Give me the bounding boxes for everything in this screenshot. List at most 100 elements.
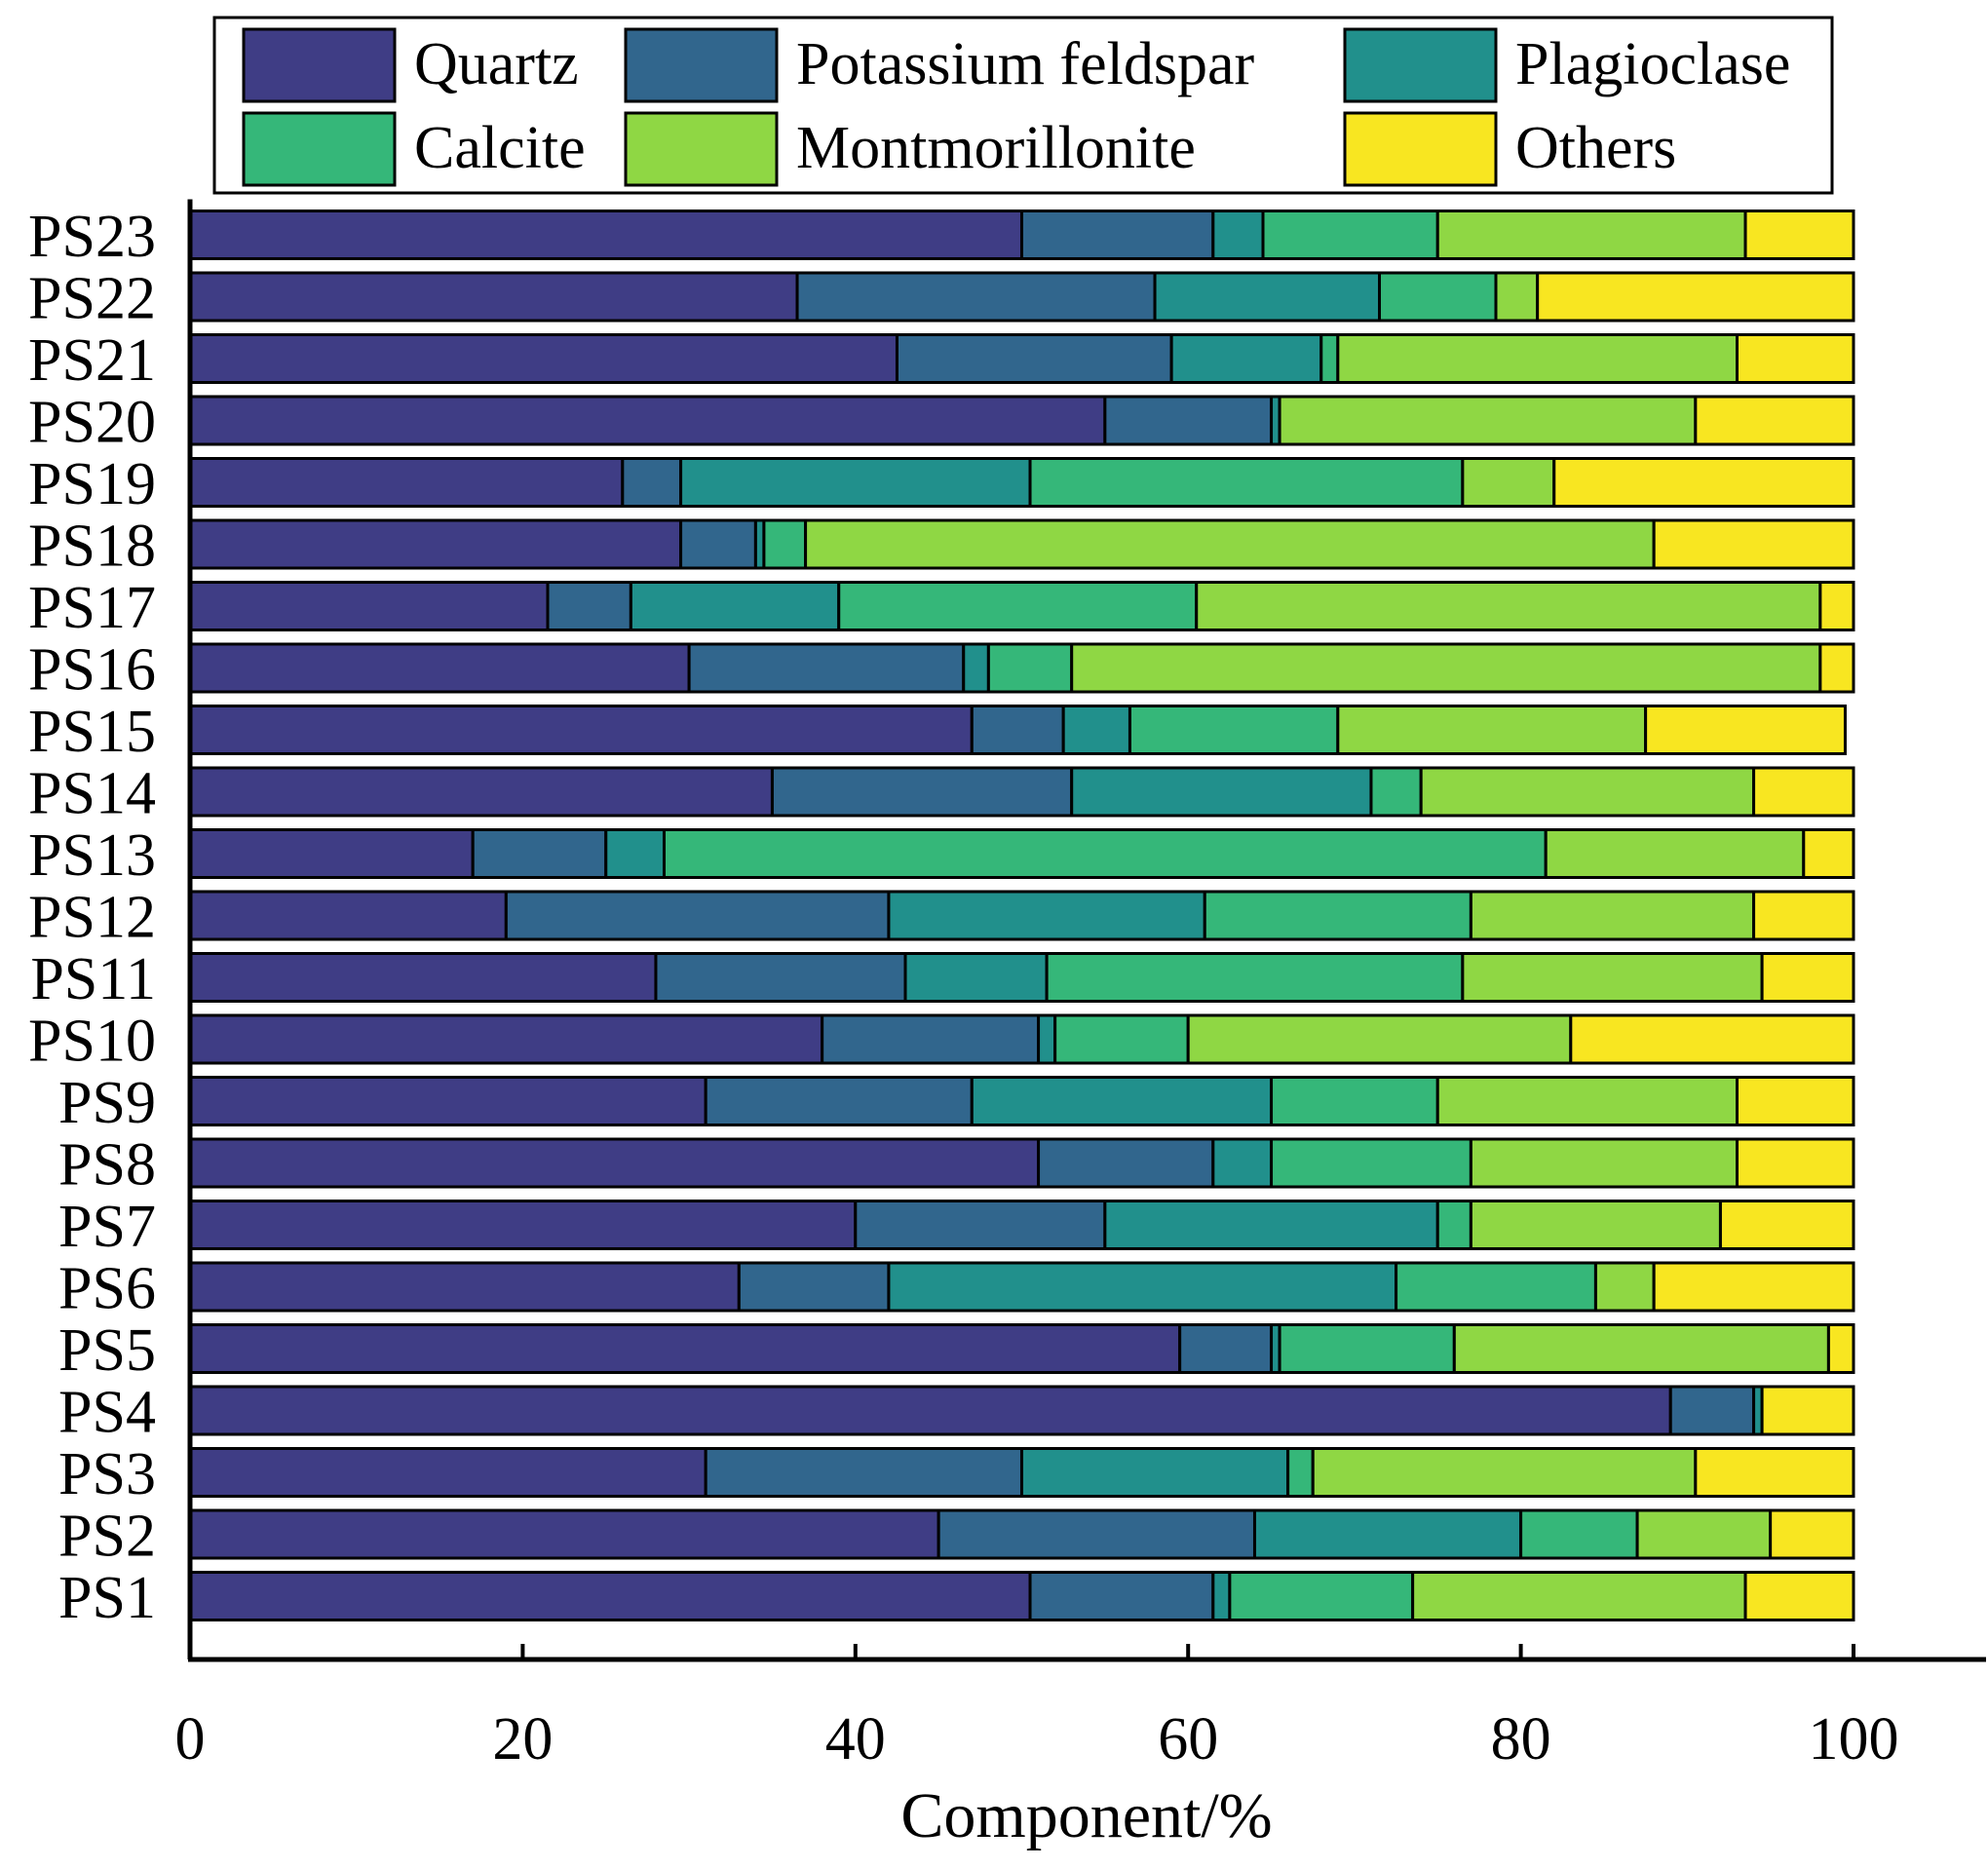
bar-ps15-calcite <box>1128 705 1340 755</box>
bar-ps18-quartz <box>188 518 683 570</box>
bar-ps1-calcite <box>1228 1571 1415 1621</box>
bar-ps6-calcite <box>1395 1261 1597 1313</box>
category-label-ps15: PS15 <box>28 699 156 765</box>
category-label-ps21: PS21 <box>28 327 156 394</box>
category-label-ps22: PS22 <box>28 266 156 332</box>
bar-ps1-quartz <box>188 1571 1032 1621</box>
bar-ps10-calcite <box>1053 1013 1190 1065</box>
bar-ps10-potassium-feldspar <box>821 1013 1041 1065</box>
bar-ps23-plagioclase <box>1211 210 1265 260</box>
bar-ps2-potassium-feldspar <box>937 1508 1256 1560</box>
bar-ps20-potassium-feldspar <box>1103 395 1274 446</box>
category-label-ps4: PS4 <box>58 1380 156 1446</box>
bar-ps21-montmorillonite <box>1336 333 1740 384</box>
bar-ps14-montmorillonite <box>1419 766 1756 818</box>
bar-ps10-plagioclase <box>1037 1013 1057 1065</box>
category-label-ps12: PS12 <box>28 885 156 951</box>
bar-ps6-others <box>1652 1261 1855 1313</box>
category-label-ps13: PS13 <box>28 822 156 889</box>
bar-ps2-plagioclase <box>1252 1508 1523 1560</box>
legend-swatch-montmorillonite <box>624 111 779 187</box>
category-label-ps16: PS16 <box>28 637 156 704</box>
bar-ps12-potassium-feldspar <box>504 890 891 941</box>
bar-ps17-montmorillonite <box>1195 581 1822 631</box>
bar-ps19-others <box>1552 457 1855 508</box>
bar-ps6-quartz <box>188 1261 741 1313</box>
bar-ps20-others <box>1694 395 1855 446</box>
bar-ps12-montmorillonite <box>1469 890 1756 941</box>
bar-ps18-potassium-feldspar <box>679 518 757 570</box>
bar-ps2-montmorillonite <box>1635 1508 1773 1560</box>
bar-ps2-others <box>1769 1508 1855 1560</box>
bar-ps23-quartz <box>188 210 1023 260</box>
bar-ps12-others <box>1752 890 1855 941</box>
bar-ps18-montmorillonite <box>804 518 1656 570</box>
bar-ps11-montmorillonite <box>1461 952 1764 1003</box>
category-label-ps1: PS1 <box>58 1565 156 1631</box>
bar-ps9-quartz <box>188 1076 707 1126</box>
bar-ps16-calcite <box>986 642 1074 694</box>
bar-ps5-calcite <box>1278 1323 1456 1374</box>
bar-ps7-quartz <box>188 1200 858 1250</box>
legend-label-others: Others <box>1515 115 1676 181</box>
bar-ps22-plagioclase <box>1153 271 1382 323</box>
bar-ps9-others <box>1736 1076 1855 1126</box>
legend-label-calcite: Calcite <box>414 115 586 181</box>
bar-ps14-quartz <box>188 766 774 818</box>
bar-ps13-calcite <box>662 828 1548 879</box>
bar-ps19-calcite <box>1028 457 1465 508</box>
legend-label-potassium-feldspar: Potassium feldspar <box>796 31 1254 97</box>
bar-ps22-montmorillonite <box>1494 271 1540 323</box>
category-label-ps8: PS8 <box>58 1132 156 1199</box>
bar-ps7-others <box>1718 1200 1855 1250</box>
bar-ps13-montmorillonite <box>1544 828 1806 879</box>
category-label-ps2: PS2 <box>58 1504 156 1570</box>
bar-ps17-potassium-feldspar <box>546 581 632 631</box>
bar-ps6-plagioclase <box>887 1261 1398 1313</box>
legend-label-quartz: Quartz <box>414 31 579 97</box>
bar-ps21-calcite <box>1319 333 1340 384</box>
bar-ps3-others <box>1694 1447 1855 1498</box>
bar-ps22-others <box>1536 271 1855 323</box>
bar-ps5-others <box>1826 1323 1855 1374</box>
legend-label-plagioclase: Plagioclase <box>1515 31 1790 97</box>
bar-ps16-others <box>1818 642 1855 694</box>
x-axis: 0 20 40 60 80 100 <box>175 199 1986 1773</box>
bar-ps1-others <box>1743 1571 1855 1621</box>
bar-ps17-others <box>1818 581 1855 631</box>
bar-ps19-plagioclase <box>679 457 1032 508</box>
bar-ps22-potassium-feldspar <box>795 271 1157 323</box>
bar-ps14-calcite <box>1369 766 1423 818</box>
bar-ps10-montmorillonite <box>1186 1013 1573 1065</box>
bar-ps5-quartz <box>188 1323 1182 1374</box>
bar-ps21-others <box>1736 333 1855 384</box>
bar-ps8-plagioclase <box>1211 1137 1274 1189</box>
legend-frame <box>212 16 1834 195</box>
x-tick-label-40: 40 <box>825 1706 886 1773</box>
bar-ps12-plagioclase <box>887 890 1206 941</box>
bar-ps5-potassium-feldspar <box>1178 1323 1274 1374</box>
bar-ps16-quartz <box>188 642 691 694</box>
bar-ps23-calcite <box>1261 210 1439 260</box>
bar-ps15-quartz <box>188 705 974 755</box>
legend-swatch-plagioclase <box>1343 27 1498 103</box>
bar-ps12-calcite <box>1203 890 1472 941</box>
bar-ps11-potassium-feldspar <box>654 952 907 1003</box>
bar-ps7-montmorillonite <box>1469 1200 1722 1250</box>
bar-ps7-calcite <box>1435 1200 1472 1250</box>
bar-ps11-quartz <box>188 952 658 1003</box>
bar-ps15-potassium-feldspar <box>970 705 1065 755</box>
bar-ps17-plagioclase <box>629 581 841 631</box>
bar-ps3-quartz <box>188 1447 707 1498</box>
category-label-ps11: PS11 <box>30 946 156 1012</box>
bar-ps8-calcite <box>1270 1137 1472 1189</box>
bar-ps7-plagioclase <box>1103 1200 1439 1250</box>
bar-ps23-others <box>1743 210 1855 260</box>
category-label-ps7: PS7 <box>58 1194 156 1260</box>
bar-ps22-quartz <box>188 271 799 323</box>
bar-ps7-potassium-feldspar <box>854 1200 1107 1250</box>
bar-ps11-plagioclase <box>903 952 1049 1003</box>
bar-ps14-plagioclase <box>1070 766 1373 818</box>
bar-ps9-montmorillonite <box>1435 1076 1740 1126</box>
